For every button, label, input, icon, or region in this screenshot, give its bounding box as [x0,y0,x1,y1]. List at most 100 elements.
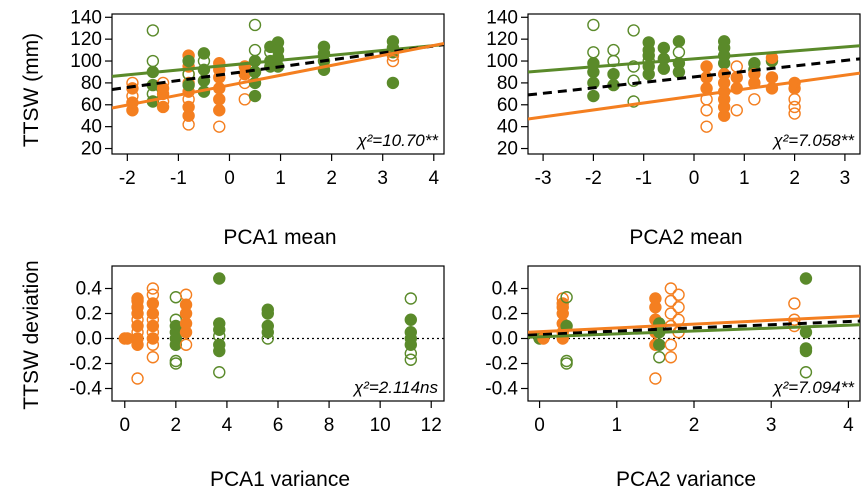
green-open-point [607,43,620,57]
x-tick-label: 0 [534,415,545,436]
y-tick-label: -0.4 [69,379,102,400]
y-tick-label: 120 [70,29,102,50]
orange-filled-point [131,319,144,333]
x-tick-label: 2 [326,168,337,189]
orange-open-point [664,351,678,364]
green-filled-point [717,57,731,70]
x-tick-label: 2 [789,168,800,189]
green-open-point [627,95,640,108]
x-tick-label: 1 [612,415,623,436]
plot-frame [111,13,445,155]
orange-open-point [788,107,801,120]
marks [528,272,860,385]
orange-open-point [788,100,801,114]
green-open-point [672,46,686,59]
y-tick-label: 60 [81,95,102,116]
y-tick-label: 0.2 [492,304,518,325]
green-filled-point [799,272,813,285]
green-open-point [146,54,160,68]
orange-open-point [238,93,252,106]
y-tick-label: 0.0 [76,329,102,350]
green-open-point [248,43,262,57]
orange-open-point [179,288,193,301]
green-filled-point [261,319,274,333]
x-tick-label: -2 [119,168,136,189]
panel-p3: -0.4 -0.2 0.0 0.2 0.4 0 2 4 6 8 10 12 χ²=2.114ns [69,265,445,436]
orange-trend-line [528,314,860,334]
orange-open-point [788,297,801,310]
black-trend-line [112,43,444,91]
green-filled-point [261,303,274,316]
y-tick-label: 80 [497,73,518,94]
chi-square-label: χ²=10.70** [355,131,439,150]
orange-open-point [213,120,226,133]
green-filled-point [657,41,671,55]
y-tick-label: 100 [70,51,102,72]
orange-open-point [664,307,678,320]
x-tick-label: 0 [224,168,235,189]
x-tick-label: 2 [171,415,182,436]
green-filled-point [248,89,262,103]
x-tick-label: -3 [535,168,552,189]
y-tick-label: 140 [486,7,518,28]
y-tick-label: 120 [486,29,518,50]
y-tick-label: 0.4 [76,279,103,300]
orange-filled-point [700,82,713,95]
y-tick-label: 100 [486,51,518,72]
green-open-point [627,24,640,37]
y-tick-label: 0.4 [492,279,519,300]
y-axis-title-top: TTSW (mm) [20,33,43,147]
green-open-point [560,291,573,304]
marks [528,18,860,133]
orange-trend-line [112,42,444,110]
y-tick-label: -0.2 [485,354,518,375]
green-filled-point [404,313,417,326]
green-filled-point [197,47,211,60]
x-tick-label: 4 [843,415,854,436]
green-open-point [213,366,226,379]
green-filled-point [799,344,813,358]
green-filled-point [213,272,226,285]
chi-square-label: χ²=7.094** [771,378,855,397]
orange-open-point [386,54,400,68]
green-open-point [404,292,417,305]
y-tick-label: 140 [70,7,102,28]
green-filled-point [182,78,195,92]
green-filled-point [672,65,686,79]
green-filled-point [182,54,195,68]
orange-open-point [700,120,713,133]
orange-trend-line [528,71,860,121]
green-filled-point [213,338,226,351]
orange-filled-point [213,93,226,106]
green-open-point [560,357,573,370]
green-open-point [169,291,183,304]
x-tick-label: 10 [370,415,391,436]
y-tick-label: 40 [497,117,518,138]
y-tick-label: 0.0 [492,329,518,350]
orange-open-point [672,288,685,301]
y-tick-label: 60 [497,95,518,116]
green-open-point [627,74,640,87]
x-tick-label: 0 [689,168,700,189]
orange-open-point [179,338,193,351]
green-filled-point [587,89,600,103]
green-filled-point [213,317,226,330]
orange-open-point [788,93,801,106]
orange-filled-point [146,297,160,310]
green-open-point [169,354,183,368]
orange-filled-point [179,298,193,311]
x-tick-label: 4 [428,168,439,189]
chi-square-label: χ²=2.114ns [352,378,439,397]
orange-open-point [700,104,713,117]
x-tick-label: 3 [766,415,777,436]
orange-open-point [126,76,139,90]
x-tick-label: 3 [377,168,388,189]
green-filled-point [169,319,183,333]
panel-p4: -0.4 -0.2 0.0 0.2 0.4 0 1 2 3 4 χ²=7.094** [485,265,861,436]
black-trend-line [528,57,860,97]
orange-filled-point [121,332,134,345]
green-open-point [627,60,640,73]
green-filled-point [642,67,655,81]
orange-open-point [146,282,160,295]
